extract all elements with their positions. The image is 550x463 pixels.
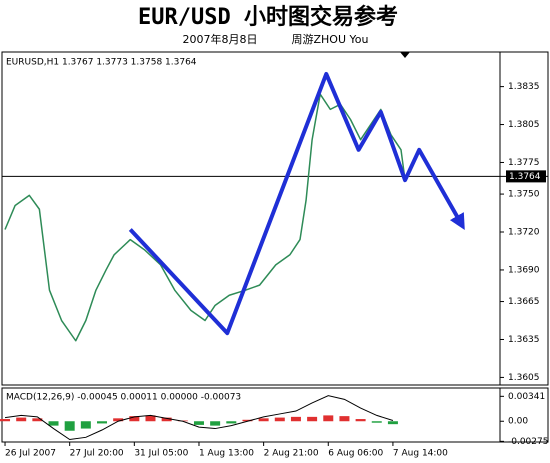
y-tick-label: 1.3720 <box>508 228 540 238</box>
y-tick-label: 1.3750 <box>508 190 540 200</box>
y-tick-label: 1.3835 <box>508 82 540 92</box>
macd-bar <box>64 421 75 431</box>
current-price-label: 1.3764 <box>509 172 541 182</box>
macd-bar <box>0 419 11 422</box>
y-tick-label: 1.3665 <box>508 297 540 307</box>
shift-marker <box>400 52 410 58</box>
macd-bar <box>80 421 91 429</box>
macd-line <box>4 395 394 441</box>
macd-bar <box>290 416 301 422</box>
macd-bar <box>323 415 334 422</box>
macd-bar <box>339 416 350 422</box>
macd-bar <box>371 421 382 423</box>
x-tick-label: 31 Jul 05:00 <box>134 449 188 459</box>
macd-bar <box>387 421 398 425</box>
macd-bar <box>16 417 27 422</box>
title: EUR/USD 小时图交易参考 <box>138 4 398 30</box>
current-price-box <box>506 170 546 183</box>
macd-bar <box>210 421 221 426</box>
macd-bar <box>193 421 204 425</box>
price-series <box>4 93 406 342</box>
y-tick-label: 1.3605 <box>508 373 540 383</box>
macd-bar <box>355 419 366 422</box>
price-panel <box>1 51 549 386</box>
x-tick-label: 1 Aug 13:00 <box>199 449 254 459</box>
macd-bar <box>242 419 253 422</box>
macd-bar <box>161 417 172 422</box>
y-tick-label: 1.3805 <box>508 120 540 130</box>
macd-bar <box>97 421 108 424</box>
y-tick-label: 1.3690 <box>508 265 540 275</box>
x-tick-label: 26 Jul 2007 <box>5 449 56 459</box>
y-tick-label: -0.00275 <box>508 437 548 447</box>
macd-bar <box>32 418 43 422</box>
macd-bar <box>274 417 285 422</box>
macd-label: MACD(12,26,9) -0.00045 0.00011 0.00000 -… <box>6 393 241 403</box>
macd-bar <box>145 415 156 422</box>
macd-bar <box>226 421 237 424</box>
date: 2007年8月8日 <box>183 32 258 46</box>
x-tick-label: 7 Aug 14:00 <box>393 449 448 459</box>
y-tick-label: 0.00 <box>508 417 528 427</box>
macd-bar <box>307 416 318 422</box>
macd-bar <box>113 418 124 422</box>
price-label: EURUSD,H1 1.3767 1.3773 1.3758 1.3764 <box>6 58 197 68</box>
y-tick-label: 1.3775 <box>508 158 540 168</box>
macd-bar <box>258 418 269 422</box>
y-tick-label: 1.3635 <box>508 335 540 345</box>
price-series <box>128 71 465 336</box>
x-tick-label: 2 Aug 21:00 <box>264 449 319 459</box>
x-tick-label: 6 Aug 06:00 <box>328 449 383 459</box>
macd-bar <box>48 421 59 426</box>
x-tick-label: 27 Jul 20:00 <box>70 449 124 459</box>
macd-bar <box>129 416 140 422</box>
author: 周游ZHOU You <box>292 33 369 46</box>
y-tick-label: 0.00341 <box>508 392 545 402</box>
